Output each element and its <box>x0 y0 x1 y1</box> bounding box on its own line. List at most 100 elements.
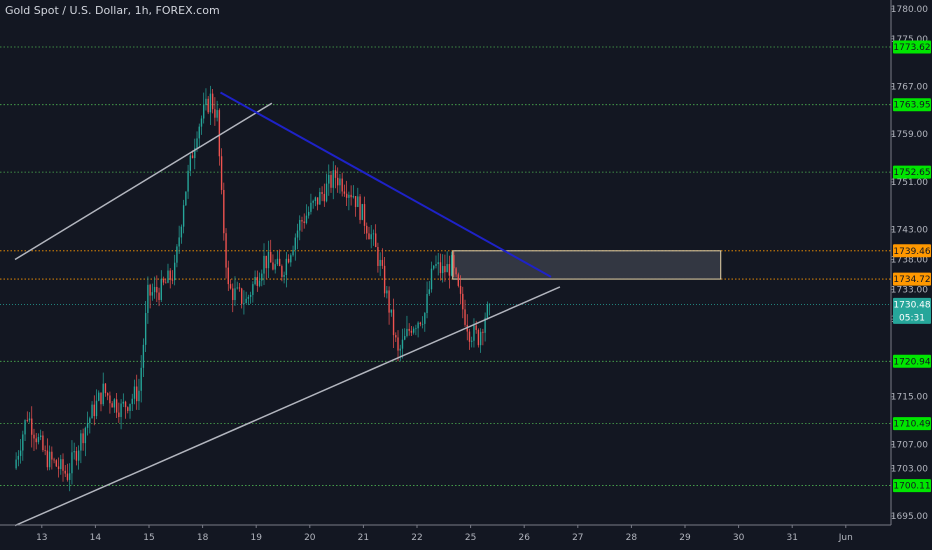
candle-body-164 <box>381 259 384 266</box>
candle-body-2 <box>19 450 22 456</box>
price-tick-label-1: 1775.00 <box>891 35 928 45</box>
candle-134 <box>314 196 317 207</box>
candle-body-84 <box>203 105 205 119</box>
candle-60 <box>149 283 151 309</box>
candle-body-114 <box>270 251 272 263</box>
candle-body-70 <box>171 279 174 281</box>
candle-body-1 <box>17 455 20 460</box>
candle-body-140 <box>328 174 330 184</box>
candle-41 <box>106 392 109 401</box>
candle-body-174 <box>404 336 406 340</box>
candle-24 <box>69 463 71 492</box>
candle-204 <box>471 336 473 348</box>
level-tag-label-7: 1700.11 <box>893 482 930 492</box>
candle-175 <box>406 315 408 338</box>
candle-body-160 <box>372 233 375 235</box>
candle-14 <box>46 438 49 471</box>
candle-121 <box>285 251 288 288</box>
candle-146 <box>341 172 343 197</box>
horizontal-levels <box>0 46 891 486</box>
chart-title: Gold Spot / U.S. Dollar, 1h, FOREX.com <box>5 4 220 17</box>
trendline-upper-channel <box>14 102 273 261</box>
candle-body-102 <box>243 303 245 304</box>
candle-body-43 <box>111 403 113 408</box>
candle-body-57 <box>142 344 145 368</box>
candle-31 <box>84 426 87 457</box>
candle-28 <box>77 445 80 470</box>
candle-body-64 <box>158 292 160 300</box>
candle-161 <box>374 224 377 248</box>
candle-205 <box>473 318 475 348</box>
candle-body-73 <box>178 237 180 247</box>
candle-body-176 <box>408 328 410 331</box>
candle-body-177 <box>410 330 413 333</box>
candle-144 <box>337 167 339 193</box>
candle-42 <box>109 391 111 414</box>
candle-26 <box>73 442 75 460</box>
candle-body-79 <box>191 155 194 159</box>
candle-74 <box>180 224 183 244</box>
candle-160 <box>372 229 375 246</box>
candle-body-92 <box>220 156 223 190</box>
candle-135 <box>316 197 319 211</box>
candle-body-161 <box>374 233 377 248</box>
candle-body-67 <box>165 282 167 284</box>
candle-5 <box>26 411 28 423</box>
candle-91 <box>218 108 221 166</box>
candle-130 <box>305 204 308 225</box>
candle-88 <box>211 88 214 114</box>
candle-195 <box>450 251 453 277</box>
candle-77 <box>187 164 189 199</box>
candle-100 <box>238 282 241 292</box>
candle-94 <box>225 228 227 279</box>
candle-body-24 <box>69 473 71 480</box>
candle-157 <box>366 222 368 240</box>
candle-10 <box>37 433 40 445</box>
candle-body-50 <box>127 407 129 411</box>
candle-body-211 <box>486 304 489 318</box>
candle-147 <box>343 184 346 197</box>
candle-6 <box>28 412 31 423</box>
candle-body-105 <box>249 294 252 297</box>
candle-body-134 <box>314 197 317 201</box>
candle-209 <box>482 328 484 346</box>
candle-95 <box>227 260 229 292</box>
candle-89 <box>214 97 216 126</box>
candle-76 <box>185 191 187 207</box>
candle-body-110 <box>261 273 263 281</box>
candle-152 <box>354 195 357 217</box>
candle-body-83 <box>200 118 203 127</box>
candle-63 <box>156 275 158 303</box>
price-tick-label-2: 1767.00 <box>891 83 928 93</box>
level-tag-2 <box>893 165 931 179</box>
candle-body-119 <box>281 266 283 277</box>
candle-44 <box>113 398 116 413</box>
candle-4 <box>24 419 26 441</box>
candle-body-111 <box>263 255 265 274</box>
candle-102 <box>243 290 245 315</box>
candle-body-11 <box>39 435 42 438</box>
candle-173 <box>401 328 404 359</box>
candle-188 <box>435 255 437 269</box>
candle-body-59 <box>147 284 149 314</box>
candle-201 <box>464 299 466 327</box>
time-tick-label-3: 18 <box>197 533 209 543</box>
candle-153 <box>357 187 359 208</box>
candle-137 <box>321 186 323 202</box>
candle-body-98 <box>234 288 236 301</box>
candle-187 <box>433 264 435 271</box>
candle-25 <box>71 440 73 485</box>
candle-32 <box>86 411 89 436</box>
level-tag-label-4: 1734.72 <box>893 275 930 285</box>
level-tag-label-0: 1773.62 <box>893 43 930 53</box>
candle-body-139 <box>325 183 328 202</box>
time-axis[interactable]: 13 14 15 18 19 20 21 22 25 26 27 28 29 30 31 Jun <box>0 524 891 543</box>
candle-196 <box>453 251 455 278</box>
level-tag-7 <box>893 479 931 493</box>
candle-149 <box>348 191 350 211</box>
candle-27 <box>75 446 78 466</box>
candle-13 <box>44 445 46 456</box>
candle-body-90 <box>216 110 218 118</box>
candle-115 <box>272 254 274 271</box>
